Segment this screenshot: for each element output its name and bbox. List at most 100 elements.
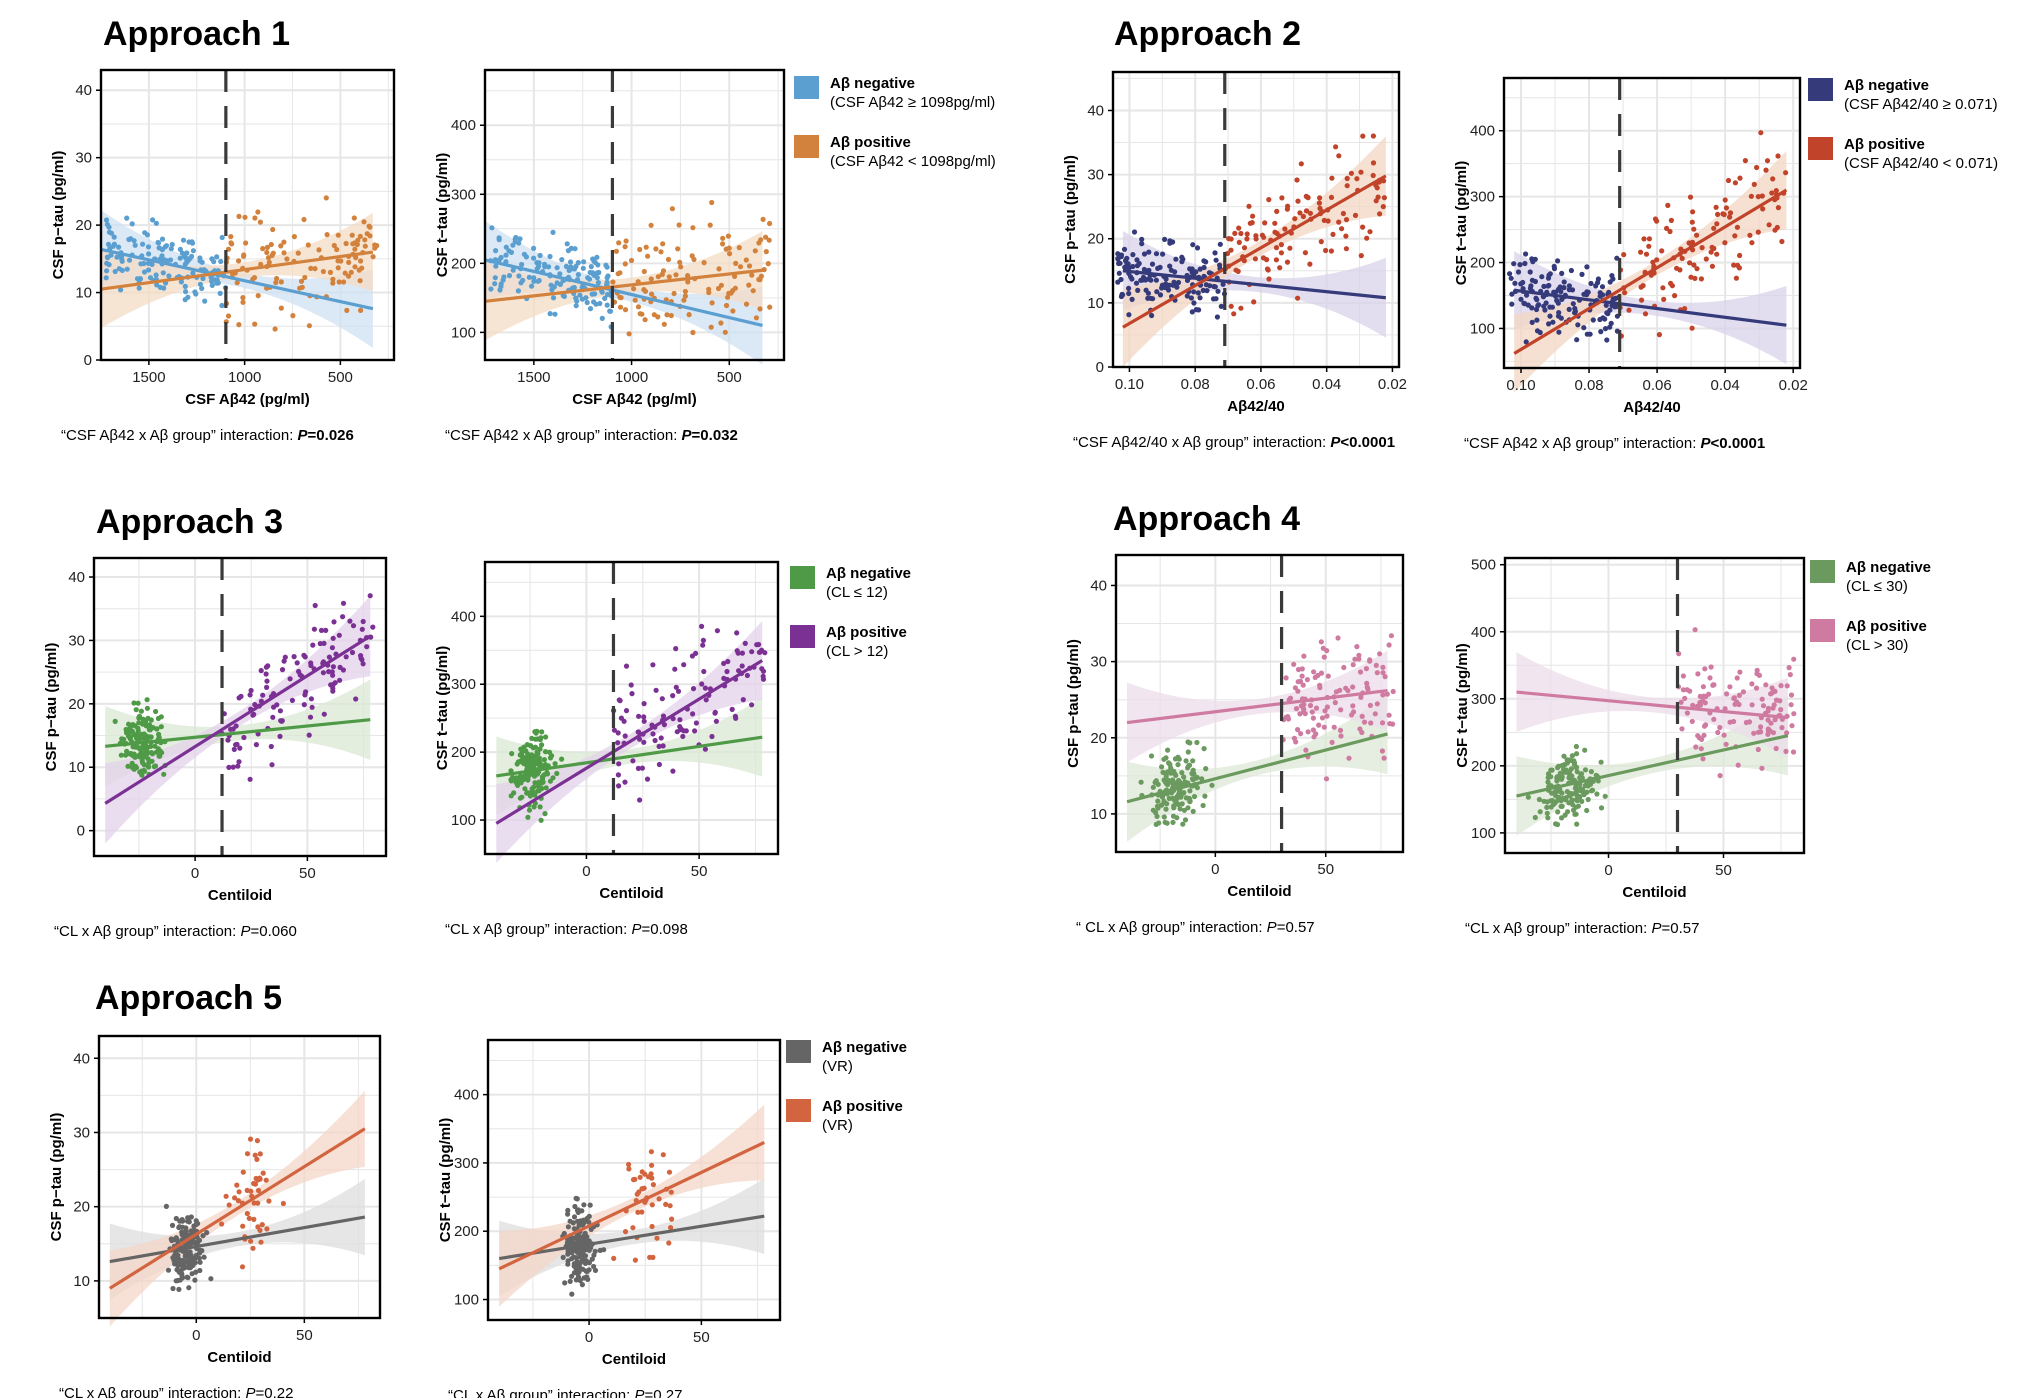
data-point-positive — [1325, 673, 1331, 679]
data-point-positive — [1760, 206, 1766, 212]
data-point-positive — [648, 222, 654, 228]
fit-line-positive — [100, 250, 374, 291]
data-point-negative — [509, 751, 515, 757]
data-point-positive — [291, 654, 297, 660]
data-point-negative — [584, 299, 590, 306]
data-point-positive — [1380, 204, 1386, 210]
legend: Aβ negative(CL ≤ 30)Aβ positive(CL > 30) — [1810, 559, 1931, 654]
data-point-negative — [209, 282, 215, 288]
data-point-negative — [211, 259, 217, 265]
data-point-negative — [1588, 769, 1594, 775]
data-point-negative — [539, 742, 545, 748]
data-point-positive — [665, 256, 672, 263]
data-point-negative — [539, 776, 546, 782]
data-point-positive — [1732, 180, 1738, 186]
data-point-positive — [265, 255, 272, 261]
data-point-negative — [1541, 283, 1547, 289]
data-point-negative — [583, 1268, 589, 1274]
data-point-negative — [176, 1224, 183, 1230]
data-point-negative — [588, 1245, 594, 1251]
data-point-negative — [1125, 261, 1131, 267]
data-point-positive — [756, 240, 762, 246]
data-point-positive — [693, 650, 699, 657]
data-point-negative — [531, 804, 537, 810]
data-point-positive — [714, 628, 721, 634]
data-point-positive — [1329, 739, 1335, 746]
data-point-positive — [761, 267, 767, 273]
data-point-negative — [1130, 252, 1136, 258]
data-point-positive — [1731, 262, 1737, 268]
y-tick-label: 10 — [1087, 295, 1104, 312]
data-point-negative — [506, 273, 513, 279]
data-point-positive — [623, 663, 630, 669]
data-point-positive — [1318, 670, 1325, 676]
data-point-positive — [329, 645, 335, 651]
data-point-positive — [1274, 208, 1280, 214]
data-point-negative — [1185, 805, 1191, 811]
data-point-negative — [1163, 806, 1169, 812]
data-point-positive — [1748, 193, 1754, 199]
data-point-negative — [153, 220, 159, 226]
data-point-positive — [268, 241, 274, 248]
data-point-negative — [153, 749, 159, 755]
data-point-positive — [247, 776, 253, 782]
data-point-positive — [765, 261, 771, 267]
y-axis-label: CSF t−tau (pg/ml) — [1454, 643, 1471, 768]
data-point-negative — [1545, 779, 1551, 785]
data-point-positive — [740, 697, 746, 703]
data-point-negative — [535, 783, 541, 789]
data-point-negative — [1529, 277, 1535, 283]
legend-swatch-positive — [786, 1099, 811, 1122]
data-point-negative — [1170, 795, 1176, 802]
x-tick-label: 50 — [691, 863, 708, 880]
data-point-negative — [1561, 753, 1567, 759]
data-point-positive — [226, 764, 232, 771]
data-point-negative — [153, 272, 159, 278]
caption-p-value: =0.57 — [1277, 919, 1315, 936]
data-point-positive — [364, 231, 370, 237]
data-point-negative — [158, 714, 164, 720]
data-point-positive — [1278, 242, 1284, 248]
data-point-positive — [1694, 266, 1700, 272]
data-point-negative — [537, 746, 543, 752]
legend-label-negative: Aβ negative — [1844, 77, 1929, 94]
data-point-negative — [1182, 817, 1189, 823]
data-point-positive — [312, 266, 318, 272]
data-point-positive — [690, 711, 696, 717]
data-point-positive — [1674, 265, 1680, 271]
data-point-positive — [1772, 717, 1778, 723]
data-point-positive — [1638, 249, 1644, 255]
fit-line-positive — [1122, 174, 1387, 329]
data-point-negative — [511, 790, 517, 796]
data-point-positive — [1337, 687, 1343, 693]
data-point-negative — [547, 311, 553, 317]
data-point-positive — [1664, 225, 1670, 231]
data-point-positive — [1773, 188, 1779, 194]
data-point-positive — [706, 289, 712, 296]
y-tick-label: 300 — [1471, 691, 1496, 708]
y-tick-label: 100 — [451, 812, 476, 829]
data-point-positive — [675, 246, 681, 252]
data-point-positive — [734, 648, 740, 654]
data-point-positive — [337, 677, 343, 683]
data-point-negative — [1174, 780, 1181, 786]
data-point-positive — [247, 692, 253, 698]
data-point-positive — [1295, 295, 1301, 301]
data-point-positive — [335, 258, 341, 264]
data-point-negative — [140, 718, 147, 725]
data-point-negative — [1536, 796, 1542, 803]
data-point-positive — [1755, 729, 1761, 735]
data-point-negative — [1115, 251, 1121, 257]
data-point-positive — [1775, 153, 1781, 159]
data-point-positive — [1244, 231, 1250, 237]
data-point-positive — [1307, 210, 1313, 216]
data-point-positive — [642, 317, 648, 323]
legend-label-negative: Aβ negative — [830, 75, 915, 92]
data-point-positive — [1302, 250, 1308, 256]
data-point-negative — [1529, 319, 1535, 325]
data-point-positive — [1693, 744, 1699, 750]
data-point-negative — [145, 715, 151, 722]
